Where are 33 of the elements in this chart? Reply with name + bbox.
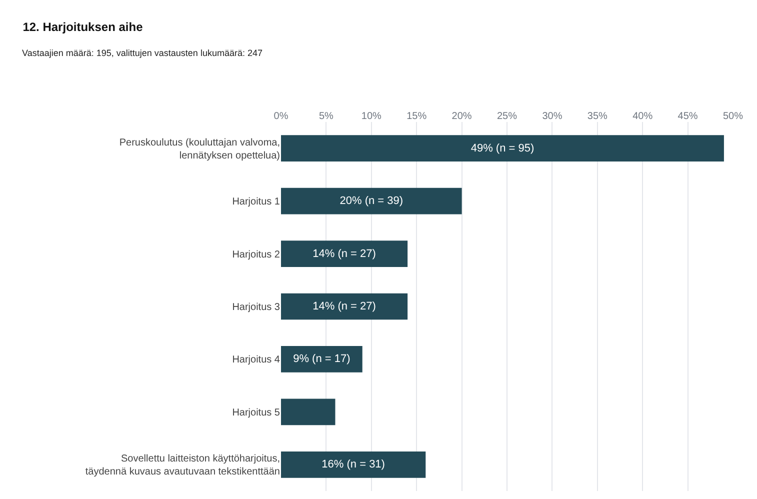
x-tick-label: 50% [722, 111, 744, 122]
bar [281, 240, 408, 267]
bar [281, 188, 462, 214]
bar [281, 451, 426, 478]
x-tick-label: 40% [632, 111, 653, 122]
text: Vastaajien määrä: 195, valittujen vastausten lukumäärä: 247 [22, 48, 262, 58]
y-tick-label: Harjoitus 1 [232, 196, 280, 208]
data-label: 20% (n = 39) [340, 195, 404, 208]
x-tick-label: 5% [318, 111, 334, 122]
y-tick-label: Harjoitus 3 [232, 302, 280, 313]
x-tick-label: 20% [452, 111, 472, 122]
data-label: 14% (n = 27) [312, 300, 376, 312]
data-label: 9% (n = 17) [293, 353, 350, 366]
bar [281, 135, 724, 162]
x-tick-label: 35% [587, 111, 608, 122]
data-label: 16% (n = 31) [322, 458, 385, 471]
y-tick-label: Peruskoulutus (kouluttajan valvoma, lennätyksen opettelua) [119, 137, 280, 162]
x-tick-label: 15% [406, 111, 427, 122]
x-tick-label: 25% [496, 111, 518, 122]
data-label: 14% (n = 27) [312, 248, 376, 260]
x-tick-label: 10% [361, 111, 382, 122]
data-label: 49% (n = 95) [470, 142, 534, 154]
y-tick-label: Harjoitus 4 [232, 354, 280, 366]
bar [281, 398, 336, 426]
x-tick-label: 30% [542, 111, 562, 122]
bar [281, 346, 362, 372]
x-tick-label: 0% [274, 111, 288, 122]
bar [281, 293, 408, 320]
y-tick-label: Sovellettu laitteiston käyttöharjoitus, täydennä kuvaus avautuvaan tekstikenttään [85, 454, 280, 478]
text: 12. Harjoituksen aihe [22, 20, 144, 34]
y-tick-label: Harjoitus 5 [232, 407, 280, 418]
x-tick-label: 45% [678, 111, 698, 122]
y-tick-label: Harjoitus 2 [232, 249, 280, 260]
